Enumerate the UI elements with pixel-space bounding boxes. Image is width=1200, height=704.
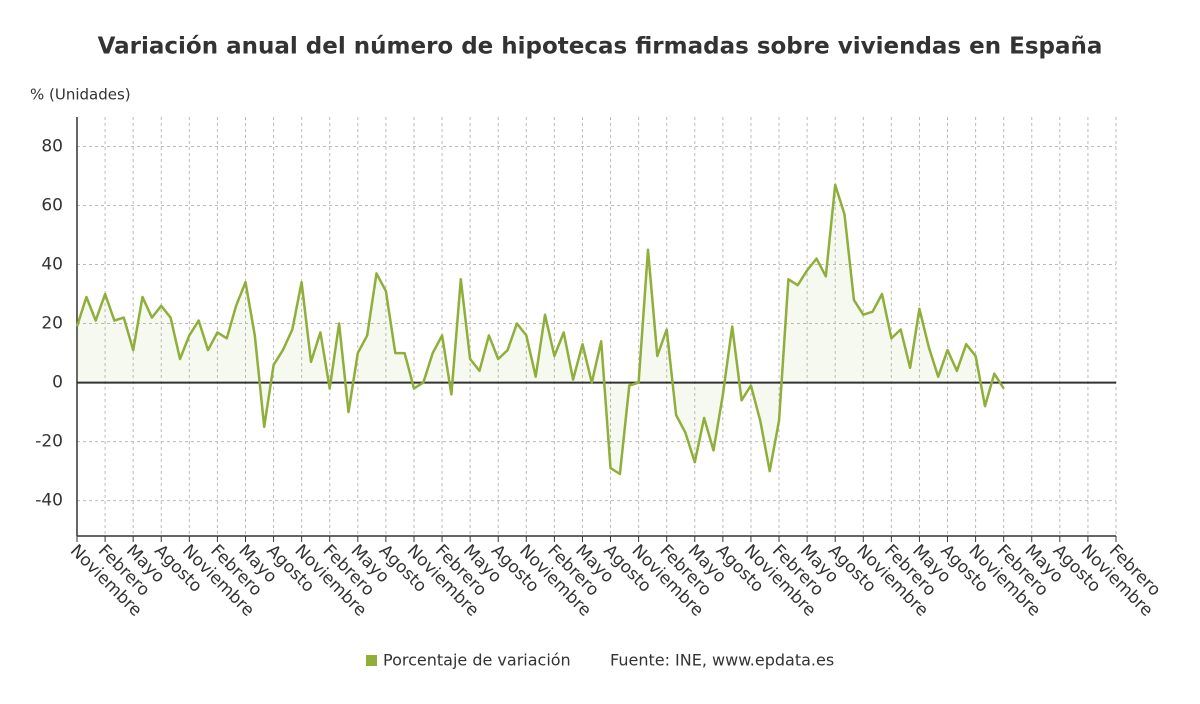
legend-swatch xyxy=(366,655,377,666)
line xyxy=(75,183,1005,476)
y-axis-label: % (Unidades) xyxy=(30,86,131,104)
y-tick-label: -40 xyxy=(35,491,63,511)
y-tick-label: 40 xyxy=(41,255,63,275)
chart-title: Variación anual del número de hipotecas … xyxy=(98,34,1103,60)
area xyxy=(77,184,1004,474)
y-tick-label: 80 xyxy=(41,137,63,157)
y-tick-label: 20 xyxy=(41,314,63,334)
y-tick-label: 0 xyxy=(52,373,63,393)
legend-label: Porcentaje de variación xyxy=(383,651,571,670)
y-tick-label: -20 xyxy=(35,432,63,452)
source: Fuente: INE, www.epdata.es xyxy=(610,651,834,670)
y-tick-label: 60 xyxy=(41,196,63,216)
